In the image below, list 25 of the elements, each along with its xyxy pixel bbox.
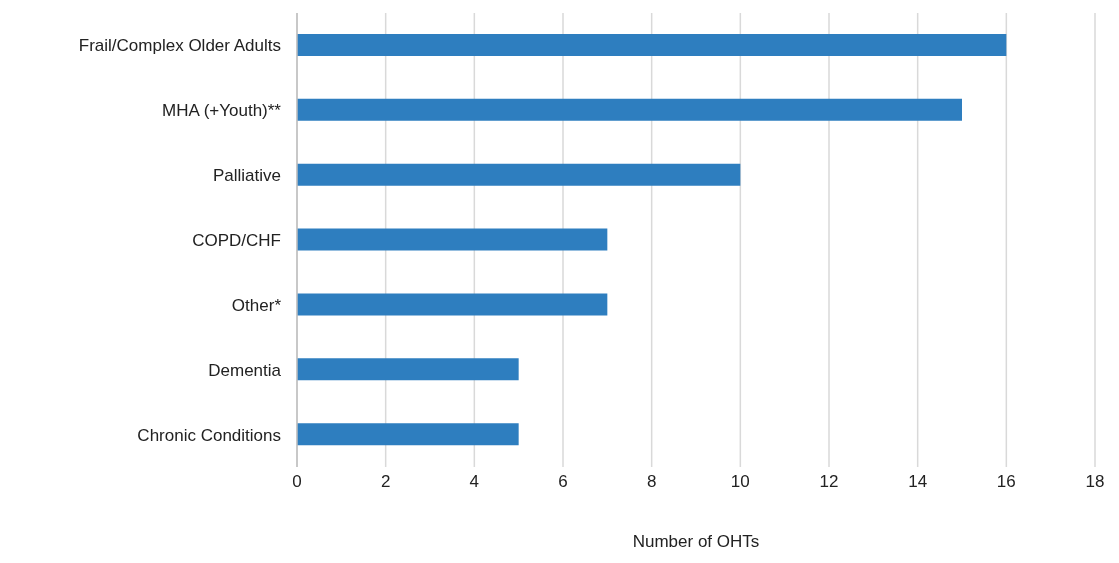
x-tick-label: 12 [819,472,839,492]
x-tick-label: 14 [908,472,928,492]
bar [297,34,1007,56]
x-tick-label: 8 [646,472,657,492]
x-tick-label: 2 [380,472,391,492]
y-tick-label: MHA (+Youth)** [162,101,282,121]
bar [297,163,741,186]
bar [297,293,608,316]
y-tick-label: COPD/CHF [192,231,281,251]
bar [297,358,519,381]
y-tick-label: Chronic Conditions [137,425,281,445]
x-tick-label: 18 [1085,472,1105,492]
x-tick-label: 10 [730,472,750,492]
y-tick-label: Palliative [212,166,281,186]
bar [297,423,519,446]
y-tick-label: Frail/Complex Older Adults [78,36,281,56]
y-tick-label: Dementia [208,360,282,380]
x-tick-label: 4 [469,472,480,492]
bar [297,228,608,251]
x-tick-label: 0 [292,472,302,492]
y-tick-label: Other* [231,295,282,315]
x-axis-title: Number of OHTs [632,532,760,551]
x-tick-label: 16 [996,472,1016,492]
x-tick-label: 6 [558,472,568,492]
bar [297,98,962,121]
